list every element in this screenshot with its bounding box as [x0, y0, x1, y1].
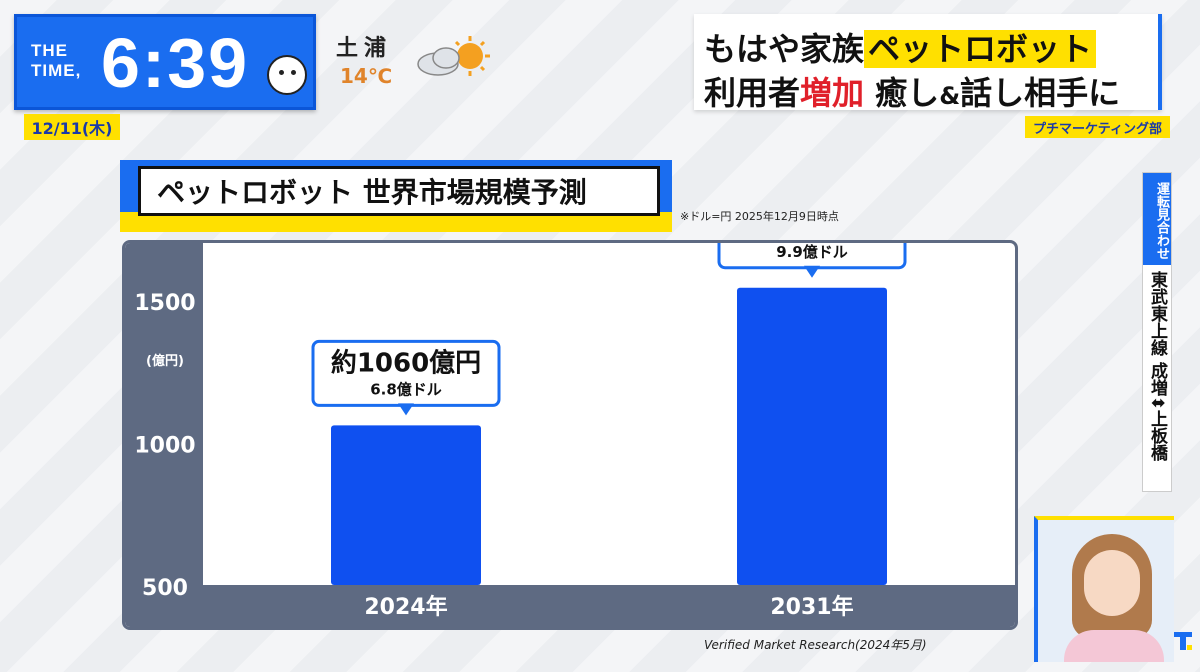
presenter-body — [1064, 630, 1164, 662]
bar — [737, 287, 887, 585]
corner-name-tag: プチマーケティング部 — [1025, 116, 1170, 138]
channel-t-icon — [1174, 632, 1192, 650]
traffic-info-panel: 運転見合わせ 東武東上線 成増⬍上板橋 — [1142, 172, 1172, 492]
y-tick-label: 500 — [142, 576, 188, 601]
callout-pointer — [398, 403, 414, 416]
headline-highlight: ペットロボット — [864, 30, 1097, 68]
y-tick-label: 1000 — [134, 434, 195, 459]
logo-line1: THE — [31, 41, 68, 60]
y-axis-band — [125, 243, 203, 627]
headline-red-text: 増加 — [800, 74, 865, 112]
chart-title: ペットロボット 世界市場規模予測 — [138, 166, 660, 216]
headline-text: もはや家族 — [704, 30, 865, 68]
headline-text: 癒し — [875, 74, 940, 112]
traffic-route: 東武東上線 成増⬍上板橋 — [1147, 271, 1167, 462]
cloudy-sunny-icon — [417, 36, 490, 76]
headline-panel: もはや家族 ペットロボット 利用者増加 癒し&話し相手に — [694, 14, 1162, 112]
headline-text: に — [1088, 74, 1121, 112]
presenter-face — [1084, 550, 1140, 616]
headline-line2: 利用者増加 癒し&話し相手に — [704, 68, 1120, 114]
data-sublabel: 6.8億ドル — [370, 380, 442, 398]
chart-panel: (億円) 500 1000 1500 2024年 2031年 約1060億円 6.8億ド… — [122, 240, 1018, 630]
clock-panel: THE TIME, 6:39 — [14, 14, 316, 110]
exchange-rate-note: ※ドル=円 2025年12月9日時点 — [680, 210, 839, 223]
x-tick-label: 2024年 — [364, 594, 447, 620]
weather-location: 土浦 — [336, 36, 393, 61]
clock-time: 6:39 — [101, 24, 250, 102]
headline-text: 利用者 — [704, 74, 801, 112]
data-label: 約1060億円 — [331, 347, 481, 378]
presenter-video — [1034, 516, 1174, 662]
bar-chart: (億円) 500 1000 1500 2024年 2031年 約1060億円 6.8億ド… — [125, 243, 1015, 627]
data-sublabel: 9.9億ドル — [776, 243, 848, 261]
title-accent — [120, 212, 672, 232]
traffic-status: 運転見合わせ — [1143, 173, 1171, 265]
headline-text: 話し相手 — [960, 74, 1089, 112]
headline-ampersand: & — [939, 82, 961, 110]
logo-line2: TIME, — [31, 61, 82, 80]
y-axis-unit: (億円) — [146, 353, 184, 369]
bar — [331, 425, 481, 585]
data-source: Verified Market Research(2024年5月) — [704, 638, 927, 652]
y-tick-label: 1500 — [134, 291, 195, 316]
headline-line1: もはや家族 ペットロボット — [704, 24, 1097, 70]
weather-temperature: 14℃ — [340, 64, 393, 88]
x-tick-label: 2031年 — [770, 594, 853, 620]
date-tag: 12/11(木) — [24, 114, 120, 140]
x-axis-band — [203, 585, 1015, 627]
callout-pointer — [804, 265, 820, 278]
mascot-icon — [267, 55, 307, 95]
